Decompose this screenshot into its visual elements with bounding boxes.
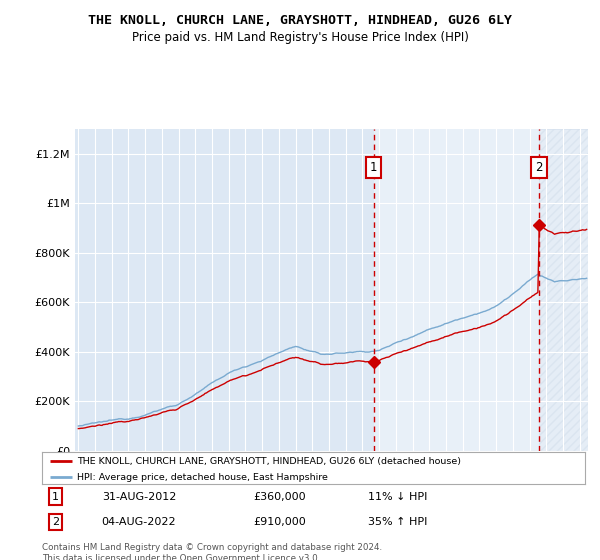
Text: 31-AUG-2012: 31-AUG-2012 — [102, 492, 176, 502]
Text: THE KNOLL, CHURCH LANE, GRAYSHOTT, HINDHEAD, GU26 6LY: THE KNOLL, CHURCH LANE, GRAYSHOTT, HINDH… — [88, 14, 512, 27]
Text: 11% ↓ HPI: 11% ↓ HPI — [368, 492, 427, 502]
Text: 2: 2 — [535, 161, 543, 174]
Text: HPI: Average price, detached house, East Hampshire: HPI: Average price, detached house, East… — [77, 473, 328, 482]
Text: 2: 2 — [52, 517, 59, 527]
Text: 1: 1 — [370, 161, 377, 174]
Text: Contains HM Land Registry data © Crown copyright and database right 2024.
This d: Contains HM Land Registry data © Crown c… — [42, 543, 382, 560]
Text: £910,000: £910,000 — [254, 517, 307, 527]
Text: 35% ↑ HPI: 35% ↑ HPI — [368, 517, 427, 527]
Bar — [374, 129, 539, 451]
Text: THE KNOLL, CHURCH LANE, GRAYSHOTT, HINDHEAD, GU26 6LY (detached house): THE KNOLL, CHURCH LANE, GRAYSHOTT, HINDH… — [77, 456, 461, 465]
Text: 1: 1 — [52, 492, 59, 502]
Bar — [539, 129, 600, 451]
Text: £360,000: £360,000 — [254, 492, 307, 502]
Text: Price paid vs. HM Land Registry's House Price Index (HPI): Price paid vs. HM Land Registry's House … — [131, 31, 469, 44]
Text: 04-AUG-2022: 04-AUG-2022 — [102, 517, 176, 527]
